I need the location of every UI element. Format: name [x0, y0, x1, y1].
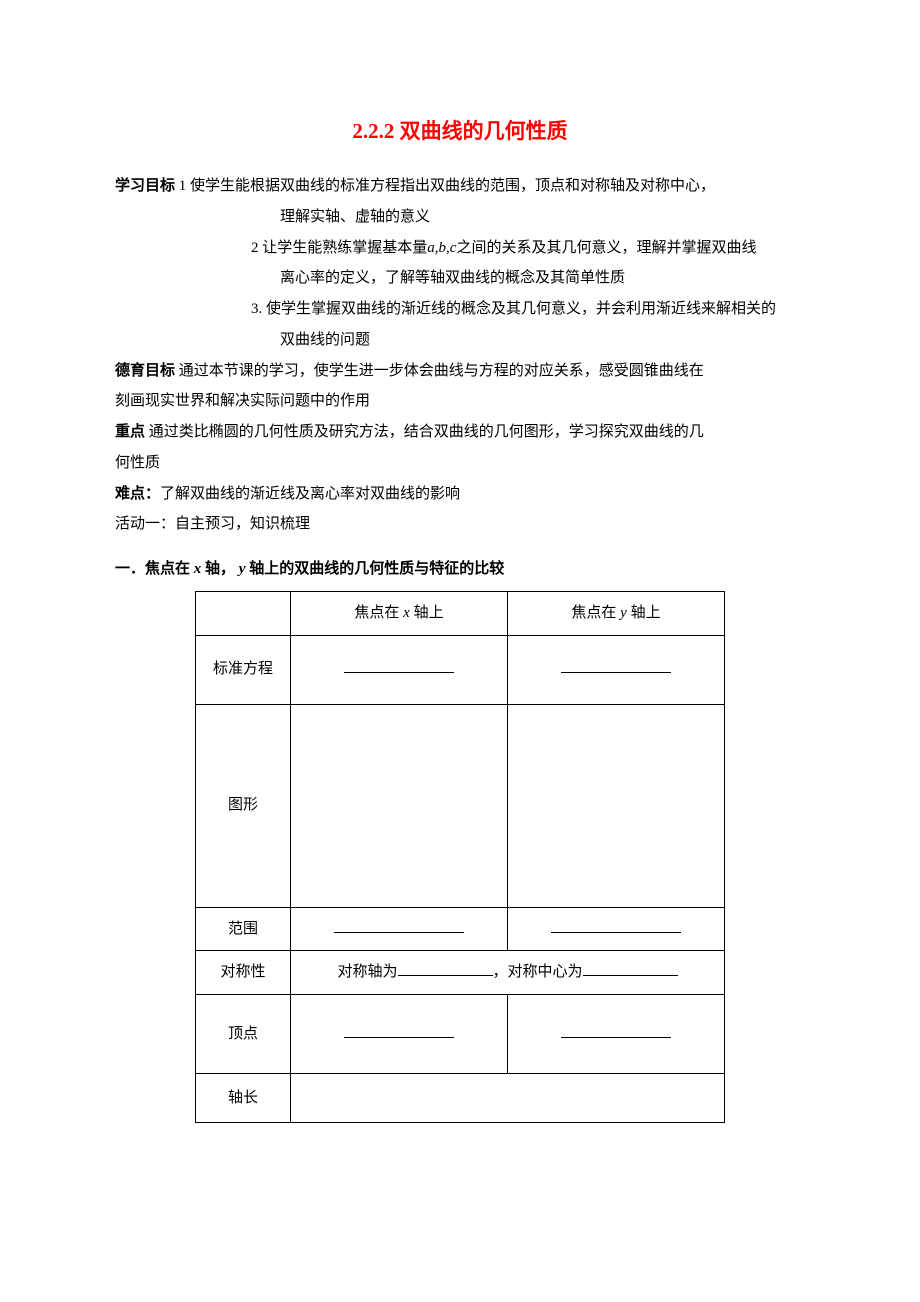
learning-goal-2: 2 让学生能熟练掌握基本量a,b,c之间的关系及其几何意义，理解并掌握双曲线: [115, 233, 805, 264]
goal-2-abc: a,b,c: [427, 240, 456, 256]
blank-eq-y: [561, 657, 671, 673]
hard-text: 了解双曲线的渐近线及离心率对双曲线的影响: [160, 486, 460, 502]
row-fig-y: [508, 704, 725, 907]
goal-3-line1: 3. 使学生掌握双曲线的渐近线的概念及其几何意义，并会利用渐近线来解相关的: [115, 294, 805, 325]
moral-line2: 刻画现实世界和解决实际问题中的作用: [115, 386, 805, 417]
row-range-y: [508, 907, 725, 951]
hy-post: 轴上: [631, 605, 661, 621]
blank-vertex-y: [561, 1022, 671, 1038]
row-axis-content: [291, 1074, 725, 1123]
row-eq-y: [508, 635, 725, 704]
table-row-vertex: 顶点: [196, 995, 725, 1074]
goal-3-cont: 双曲线的问题: [115, 325, 805, 356]
row-vertex-label: 顶点: [196, 995, 291, 1074]
key-point: 重点 通过类比椭圆的几何性质及研究方法，结合双曲线的几何图形，学习探究双曲线的几: [115, 417, 805, 448]
sym-mid: ，对称中心为: [493, 964, 583, 980]
sec1-prefix: 一．焦点在: [115, 561, 190, 577]
activity-1: 活动一：自主预习，知识梳理: [115, 509, 805, 540]
sec1-suffix: 轴上的双曲线的几何性质与特征的比较: [249, 561, 504, 577]
goal-1-line1: 1 使学生能根据双曲线的标准方程指出双曲线的范围，顶点和对称轴及对称中心，: [175, 178, 715, 194]
goal-2-mid: 之间的关系及其几何意义，理解并掌握双曲线: [456, 240, 756, 256]
row-sym-label: 对称性: [196, 951, 291, 995]
hy-pre: 焦点在: [571, 605, 616, 621]
learning-goal-label: 学习目标: [115, 178, 175, 194]
row-eq-x: [291, 635, 508, 704]
learning-goal-1: 学习目标 1 使学生能根据双曲线的标准方程指出双曲线的范围，顶点和对称轴及对称中…: [115, 171, 805, 202]
blank-sym-axis: [398, 960, 493, 976]
sec1-x: x: [190, 561, 205, 577]
row-fig-x: [291, 704, 508, 907]
blank-eq-x: [344, 657, 454, 673]
goal-2-prefix: 2 让学生能熟练掌握基本量: [251, 240, 427, 256]
goal-1-line2: 理解实轴、虚轴的意义: [115, 202, 805, 233]
hx-x: x: [399, 605, 413, 621]
hx-pre: 焦点在: [354, 605, 399, 621]
row-range-label: 范围: [196, 907, 291, 951]
blank-range-x: [334, 917, 464, 933]
row-eq-label: 标准方程: [196, 635, 291, 704]
properties-table: 焦点在 x 轴上 焦点在 y 轴上 标准方程 图形 范围 对称性 对称轴为 ，对称…: [195, 591, 725, 1123]
key-label: 重点: [115, 424, 145, 440]
blank-sym-center: [583, 960, 678, 976]
row-sym-content: 对称轴为 ，对称中心为: [291, 951, 725, 995]
row-vertex-x: [291, 995, 508, 1074]
section-1-heading: 一．焦点在 x 轴， y 轴上的双曲线的几何性质与特征的比较: [115, 554, 805, 585]
table-row-figure: 图形: [196, 704, 725, 907]
row-vertex-y: [508, 995, 725, 1074]
header-x-axis: 焦点在 x 轴上: [291, 591, 508, 635]
row-fig-label: 图形: [196, 704, 291, 907]
document-page: 2.2.2 双曲线的几何性质 学习目标 1 使学生能根据双曲线的标准方程指出双曲…: [0, 0, 920, 1302]
moral-goal: 德育目标 通过本节课的学习，使学生进一步体会曲线与方程的对应关系，感受圆锥曲线在: [115, 356, 805, 387]
goal-2-wrap: 2 让学生能熟练掌握基本量a,b,c之间的关系及其几何意义，理解并掌握双曲线: [115, 233, 805, 264]
sec1-y: y: [235, 561, 249, 577]
page-title: 2.2.2 双曲线的几何性质: [115, 110, 805, 153]
hy-y: y: [616, 605, 630, 621]
blank-vertex-x: [344, 1022, 454, 1038]
table-row-range: 范围: [196, 907, 725, 951]
table-row-axis-length: 轴长: [196, 1074, 725, 1123]
row-range-x: [291, 907, 508, 951]
sym-pre: 对称轴为: [337, 964, 397, 980]
table-row-header: 焦点在 x 轴上 焦点在 y 轴上: [196, 591, 725, 635]
moral-line1: 通过本节课的学习，使学生进一步体会曲线与方程的对应关系，感受圆锥曲线在: [175, 363, 704, 379]
goal-2-cont: 离心率的定义，了解等轴双曲线的概念及其简单性质: [115, 263, 805, 294]
hard-label: 难点：: [115, 486, 160, 502]
blank-range-y: [551, 917, 681, 933]
row-axis-label: 轴长: [196, 1074, 291, 1123]
key-line2: 何性质: [115, 448, 805, 479]
table-row-symmetry: 对称性 对称轴为 ，对称中心为: [196, 951, 725, 995]
hx-post: 轴上: [414, 605, 444, 621]
table-row-equation: 标准方程: [196, 635, 725, 704]
hard-point: 难点：了解双曲线的渐近线及离心率对双曲线的影响: [115, 479, 805, 510]
key-line1: 通过类比椭圆的几何性质及研究方法，结合双曲线的几何图形，学习探究双曲线的几: [145, 424, 704, 440]
header-empty: [196, 591, 291, 635]
moral-label: 德育目标: [115, 363, 175, 379]
sec1-mid: 轴，: [205, 561, 235, 577]
learning-goal-3: 3. 使学生掌握双曲线的渐近线的概念及其几何意义，并会利用渐近线来解相关的: [115, 294, 805, 325]
header-y-axis: 焦点在 y 轴上: [508, 591, 725, 635]
